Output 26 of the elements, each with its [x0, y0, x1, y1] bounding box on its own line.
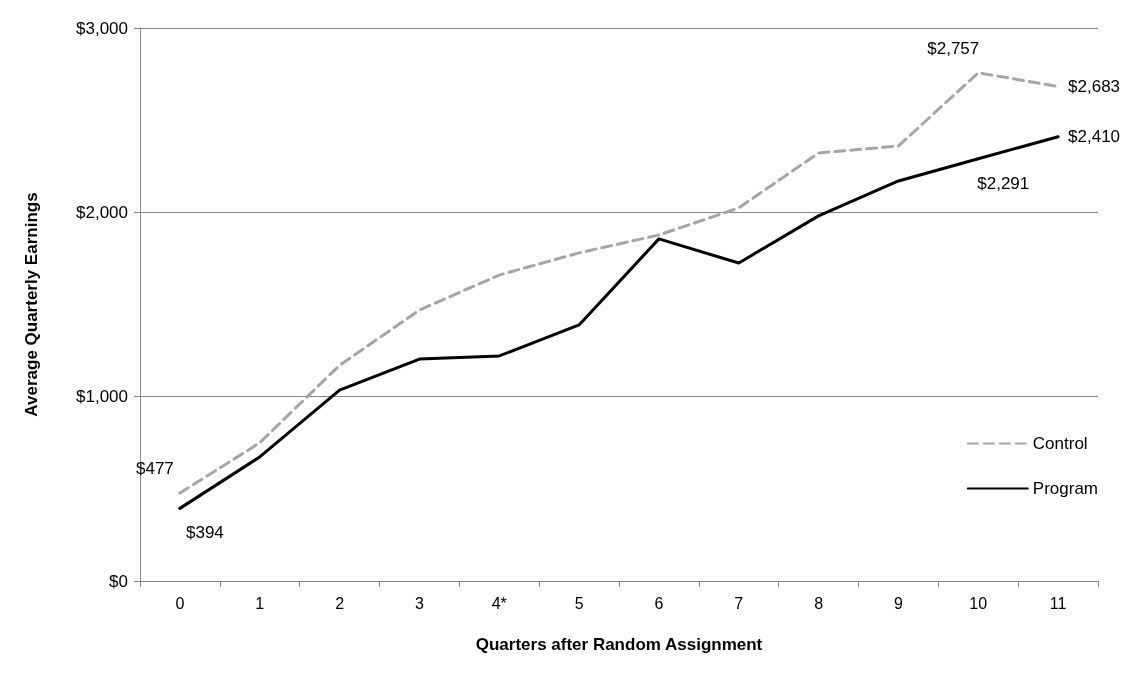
x-tick-label: 4*	[491, 594, 507, 612]
y-tick-label: $0	[109, 571, 128, 591]
x-axis-title: Quarters after Random Assignment	[475, 635, 763, 654]
x-tick-label: 2	[335, 594, 345, 612]
y-tick-label: $1,000	[76, 387, 128, 407]
x-tick-label: 10	[969, 594, 988, 612]
x-tick-label: 5	[574, 594, 584, 612]
x-tick-label: 3	[414, 594, 424, 612]
data-label: $2,410	[1068, 127, 1121, 147]
data-label: $2,291	[977, 173, 1030, 193]
data-label: $394	[186, 523, 224, 543]
x-tick-label: 1	[255, 594, 265, 612]
x-tick-label: 11	[1049, 594, 1067, 612]
x-tick-label: 0	[175, 594, 185, 612]
legend-label: Control	[1032, 434, 1088, 453]
y-tick-label: $2,000	[76, 202, 128, 222]
data-label: $2,683	[1068, 76, 1121, 96]
y-tick-label: $3,000	[76, 18, 128, 38]
x-tick-label: 7	[734, 594, 744, 612]
legend-label: Program	[1032, 479, 1098, 498]
x-tick-label: 6	[654, 594, 664, 612]
data-label: $2,757	[927, 38, 980, 58]
x-tick-label: 9	[893, 594, 903, 612]
y-axis-title: Average Quarterly Earnings	[22, 192, 41, 417]
x-tick-label: 8	[814, 594, 824, 612]
data-label: $477	[136, 459, 174, 479]
